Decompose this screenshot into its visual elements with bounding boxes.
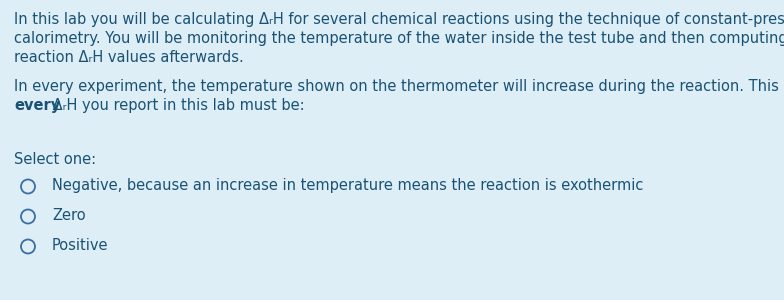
Text: Zero: Zero	[52, 208, 85, 223]
Text: Positive: Positive	[52, 238, 108, 253]
Text: every: every	[14, 98, 60, 113]
Text: ΔᵣH you report in this lab must be:: ΔᵣH you report in this lab must be:	[48, 98, 305, 113]
Text: In every experiment, the temperature shown on the thermometer will increase duri: In every experiment, the temperature sho…	[14, 79, 784, 94]
Text: Negative, because an increase in temperature means the reaction is exothermic: Negative, because an increase in tempera…	[52, 178, 644, 193]
Text: In this lab you will be calculating ΔᵣH for several chemical reactions using the: In this lab you will be calculating ΔᵣH …	[14, 12, 784, 27]
Text: calorimetry. You will be monitoring the temperature of the water inside the test: calorimetry. You will be monitoring the …	[14, 31, 784, 46]
Text: Select one:: Select one:	[14, 152, 96, 167]
Text: reaction ΔᵣH values afterwards.: reaction ΔᵣH values afterwards.	[14, 50, 244, 65]
